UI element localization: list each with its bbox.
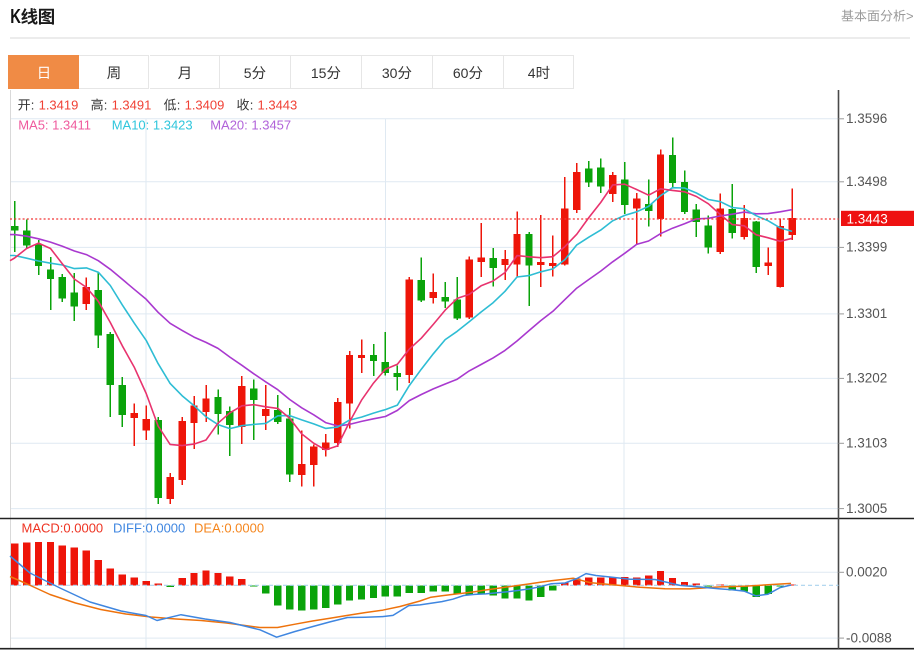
svg-text:1.3409: 1.3409 [185,98,225,113]
svg-text:MA5: 1.3411: MA5: 1.3411 [18,118,91,133]
svg-text:K: K [10,5,21,28]
svg-text:5: 5 [244,65,252,81]
svg-text:1.3443: 1.3443 [847,211,888,226]
svg-text::: : [31,98,35,113]
svg-text:30: 30 [382,65,398,81]
svg-text:MACD:0.0000: MACD:0.0000 [22,521,104,536]
svg-text:1.3443: 1.3443 [258,98,298,113]
svg-text:DEA:0.0000: DEA:0.0000 [194,521,264,536]
svg-text:-0.0088: -0.0088 [846,630,892,645]
svg-text:4: 4 [527,65,535,81]
svg-text:DIFF:0.0000: DIFF:0.0000 [113,521,185,536]
svg-text:1.3419: 1.3419 [39,98,79,113]
svg-text:0.0020: 0.0020 [846,565,887,580]
svg-text:MA10: 1.3423: MA10: 1.3423 [112,118,193,133]
svg-text::: : [250,98,254,113]
svg-text:>: > [906,9,914,24]
svg-text:1.3498: 1.3498 [846,174,887,189]
svg-text:1.3301: 1.3301 [846,306,887,321]
svg-text:1.3202: 1.3202 [846,371,887,386]
svg-text::: : [104,98,108,113]
svg-text:1.3491: 1.3491 [112,98,152,113]
svg-text:1.3005: 1.3005 [846,501,887,516]
svg-text:MA20: 1.3457: MA20: 1.3457 [210,118,291,133]
svg-text:1.3399: 1.3399 [846,240,887,255]
svg-text:60: 60 [453,65,469,81]
svg-text:15: 15 [311,65,327,81]
svg-text:1.3103: 1.3103 [846,436,887,451]
svg-text:1.3596: 1.3596 [846,111,887,126]
svg-text::: : [177,98,181,113]
